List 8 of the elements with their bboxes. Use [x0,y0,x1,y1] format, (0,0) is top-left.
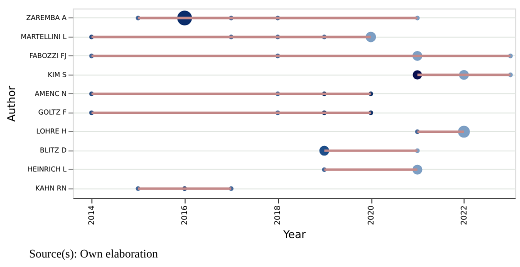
x-tick-label: 2020 [366,205,376,226]
x-tick-label: 2018 [273,205,282,226]
y-axis-title: Author [4,85,18,122]
x-tick-label: 2014 [86,205,96,226]
x-axis-title: Year [282,228,306,241]
source-note: Source(s): Own elaboration [29,247,158,260]
x-tick-label: 2022 [459,205,468,226]
x-tick-label: 2016 [180,205,190,226]
